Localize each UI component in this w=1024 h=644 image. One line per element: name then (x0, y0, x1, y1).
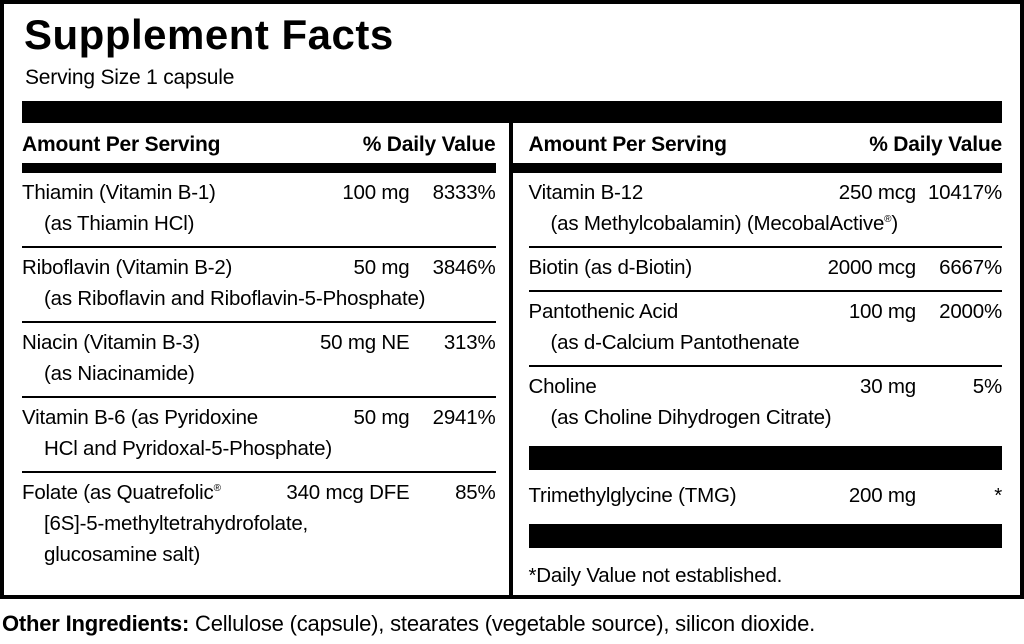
serving-size: Serving Size 1 capsule (25, 66, 235, 89)
nutrient-name: Trimethylglycine (TMG) (528, 484, 737, 507)
nutrient-name: Vitamin B-12 (528, 181, 644, 204)
header-bottom-bar (512, 163, 1002, 173)
nutrient-amount: 250 mcg (838, 181, 916, 204)
page-title: Supplement Facts (24, 11, 394, 58)
header-top-bar (22, 101, 1002, 123)
nutrient-line: Niacin (Vitamin B-3) 50 mg NE 313% (22, 327, 496, 358)
nutrient-name: Pantothenic Acid (528, 300, 679, 323)
nutrient-daily-value: 2941% (432, 406, 496, 429)
nutrient-row: Folate (as Quatrefolic® 340 mcg DFE 85% [6S… (22, 471, 496, 577)
nutrient-line: Trimethylglycine (TMG) 200 mg * (529, 480, 1003, 511)
nutrient-name: Folate (as Quatrefolic® (22, 481, 221, 504)
nutrient-row: Vitamin B-6 (as Pyridoxine 50 mg 2941% HCl … (22, 396, 496, 471)
nutrient-amount: 200 mg (848, 484, 916, 507)
nutrient-amount: 50 mg NE (319, 331, 410, 354)
nutrient-daily-value: 10417% (927, 181, 1002, 204)
nutrient-row: Niacin (Vitamin B-3) 50 mg NE 313% (as Niac… (22, 321, 496, 396)
column-header-amount: Amount Per Serving (22, 133, 221, 156)
nutrient-daily-value: 85% (455, 481, 496, 504)
nutrient-row: Choline 30 mg 5% (as Choline Dihydrogen Cit… (528, 365, 1003, 440)
nutrient-line: Riboflavin (Vitamin B-2) 50 mg 3846% (22, 252, 496, 283)
nutrient-subline: (as d-Calcium Pantothenate (550, 331, 800, 354)
nutrient-daily-value: 2000% (939, 300, 1002, 323)
nutrient-daily-value: 313% (443, 331, 496, 354)
nutrient-amount: 100 mg (342, 181, 410, 204)
nutrient-daily-value: 8333% (432, 181, 496, 204)
nutrient-line: Thiamin (Vitamin B-1) 100 mg 8333% (22, 177, 496, 208)
other-ingredients-label: Other Ingredients: (2, 611, 190, 636)
nutrient-daily-value: 5% (972, 375, 1002, 398)
nutrient-amount: 50 mg (353, 256, 410, 279)
nutrient-daily-value: * (994, 484, 1002, 507)
nutrient-line: Folate (as Quatrefolic® 340 mcg DFE 85% (22, 477, 496, 508)
nutrient-column-right: Amount Per Serving % Daily Value Vitamin… (512, 123, 1003, 595)
nutrient-daily-value: 6667% (939, 256, 1002, 279)
column-header-daily-value: % Daily Value (362, 133, 496, 156)
nutrient-name: Thiamin (Vitamin B-1) (22, 181, 216, 204)
nutrient-rows-left: Thiamin (Vitamin B-1) 100 mg 8333% (as Thia… (22, 173, 496, 577)
column-divider (508, 123, 513, 595)
nutrient-name: Niacin (Vitamin B-3) (22, 331, 200, 354)
daily-value-footnote: *Daily Value not established. (528, 564, 783, 587)
nutrient-line: Choline 30 mg 5% (529, 371, 1003, 402)
nutrient-subline: (as Thiamin HCl) (44, 212, 195, 235)
column-header-daily-value: % Daily Value (869, 133, 1002, 156)
nutrient-amount: 30 mg (860, 375, 916, 398)
supplement-facts-panel: Supplement Facts Serving Size 1 capsule … (0, 0, 1024, 599)
nutrient-name: Choline (528, 375, 597, 398)
registered-trademark-icon: ® (884, 214, 892, 226)
separator-bar (528, 524, 1002, 548)
nutrient-subline: (as Riboflavin and Riboflavin-5-Phosphat… (44, 287, 426, 310)
nutrient-row: Pantothenic Acid 100 mg 2000% (as d-Calcium… (528, 290, 1003, 365)
column-header-amount: Amount Per Serving (528, 133, 727, 156)
nutrient-subline: (as Niacinamide) (44, 362, 195, 385)
nutrient-amount: 100 mg (848, 300, 916, 323)
nutrient-amount: 340 mcg DFE (286, 481, 410, 504)
registered-trademark-icon: ® (213, 483, 221, 495)
nutrient-name: Vitamin B-6 (as Pyridoxine (22, 406, 258, 429)
nutrient-line: Vitamin B-6 (as Pyridoxine 50 mg 2941% (22, 402, 496, 433)
nutrient-table: Amount Per Serving % Daily Value Thiamin… (22, 123, 1002, 595)
separator-bar (528, 446, 1002, 470)
nutrient-row: Trimethylglycine (TMG) 200 mg * (529, 476, 1003, 518)
nutrient-row: Vitamin B-12 250 mcg 10417% (as Methylcobal… (529, 173, 1003, 246)
header-bottom-bar (22, 163, 496, 173)
nutrient-line: Biotin (as d-Biotin) 2000 mcg 6667% (529, 252, 1003, 283)
nutrient-name: Riboflavin (Vitamin B-2) (22, 256, 233, 279)
nutrient-subline: (as Choline Dihydrogen Citrate) (550, 406, 832, 429)
nutrient-line: Vitamin B-12 250 mcg 10417% (529, 177, 1003, 208)
column-header: Amount Per Serving % Daily Value (22, 123, 496, 163)
nutrient-row: Riboflavin (Vitamin B-2) 50 mg 3846% (as Ri… (22, 246, 496, 321)
other-ingredients-text: Cellulose (capsule), stearates (vegetabl… (189, 611, 816, 636)
nutrient-column-left: Amount Per Serving % Daily Value Thiamin… (22, 123, 509, 595)
other-ingredients: Other Ingredients: Cellulose (capsule), … (0, 609, 1024, 639)
nutrient-subline: glucosamine salt) (44, 543, 201, 566)
nutrient-name: Biotin (as d-Biotin) (528, 256, 693, 279)
column-header: Amount Per Serving % Daily Value (529, 123, 1003, 163)
nutrient-amount: 2000 mcg (827, 256, 917, 279)
nutrient-line: Pantothenic Acid 100 mg 2000% (529, 296, 1003, 327)
nutrient-row: Biotin (as d-Biotin) 2000 mcg 6667% (528, 246, 1003, 290)
nutrient-subline: HCl and Pyridoxal-5-Phosphate) (44, 437, 332, 460)
nutrient-daily-value: 3846% (432, 256, 496, 279)
nutrient-rows-right: Vitamin B-12 250 mcg 10417% (as Methylcobal… (528, 173, 1003, 595)
nutrient-subline: (as Methylcobalamin) (MecobalActive®) (550, 212, 899, 235)
nutrient-row: Thiamin (Vitamin B-1) 100 mg 8333% (as Thia… (22, 173, 496, 246)
nutrient-amount: 50 mg (353, 406, 410, 429)
nutrient-subline: [6S]-5-methyltetrahydrofolate, (44, 512, 309, 535)
